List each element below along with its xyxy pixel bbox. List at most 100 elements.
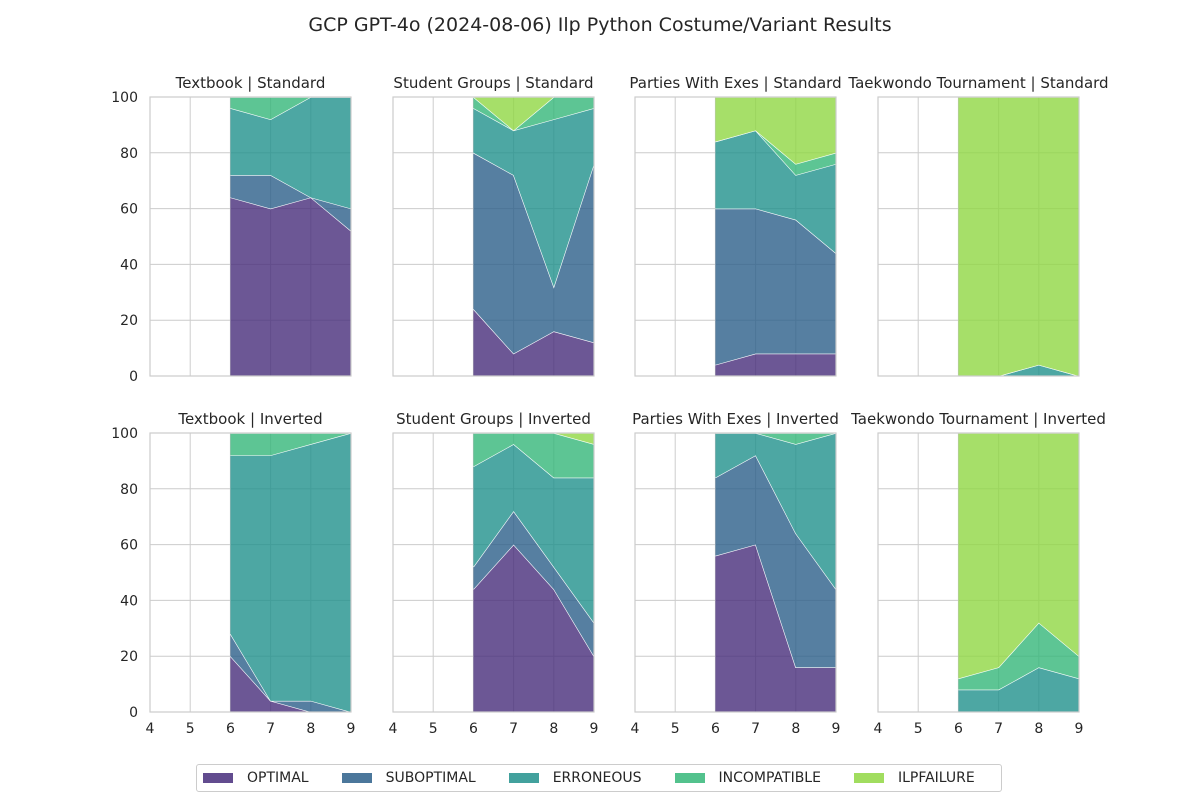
x-tick-label: 4 bbox=[874, 721, 883, 737]
y-tick-label: 20 bbox=[120, 649, 138, 665]
x-tick-label: 6 bbox=[954, 721, 963, 737]
legend-swatch-incompatible bbox=[674, 773, 705, 783]
y-tick-label: 80 bbox=[120, 146, 138, 162]
area-erroneous bbox=[473, 108, 594, 287]
panel-title: Taekwondo Tournament | Standard bbox=[847, 74, 1108, 92]
area-optimal bbox=[230, 656, 351, 712]
legend-swatch-suboptimal bbox=[341, 773, 372, 783]
panel-taekwondo-tournament-standard: Taekwondo Tournament | Standard bbox=[847, 74, 1109, 377]
x-tick-label: 5 bbox=[671, 721, 680, 737]
plot-frame bbox=[149, 432, 352, 713]
x-tick-label: 5 bbox=[186, 721, 195, 737]
x-tick-label: 8 bbox=[306, 721, 315, 737]
panel-title: Student Groups | Standard bbox=[393, 74, 593, 92]
panel-title: Parties With Exes | Standard bbox=[629, 74, 841, 92]
area-optimal bbox=[715, 544, 836, 712]
plot-frame bbox=[634, 432, 837, 713]
x-tick-label: 9 bbox=[1075, 721, 1084, 737]
area-incompatible bbox=[958, 622, 1079, 690]
x-tick-label: 9 bbox=[347, 721, 356, 737]
plot-frame bbox=[392, 96, 595, 377]
x-tick-label: 4 bbox=[389, 721, 398, 737]
x-tick-label: 7 bbox=[509, 721, 518, 737]
area-erroneous bbox=[715, 433, 836, 590]
plot-frame bbox=[877, 96, 1080, 377]
legend-label-ilpfailure: ILPFAILURE bbox=[897, 770, 975, 786]
plot-frame bbox=[149, 96, 352, 377]
panel-student-groups-inverted: Student Groups | Inverted 4 5 6 7 8 9 bbox=[389, 410, 599, 737]
area-ilpfailure bbox=[958, 433, 1079, 679]
panel-textbook-standard: Textbook | Standard 0 20 40 60 80 100 bbox=[111, 74, 352, 385]
x-tick-label: 5 bbox=[429, 721, 438, 737]
legend-item-ilpfailure: ILPFAILURE bbox=[853, 770, 975, 786]
panel-parties-with-exes-standard: Parties With Exes | Standard bbox=[629, 74, 842, 377]
x-tick-label: 4 bbox=[631, 721, 640, 737]
area-suboptimal bbox=[473, 511, 594, 657]
area-erroneous bbox=[958, 667, 1079, 712]
x-tick-label: 7 bbox=[751, 721, 760, 737]
figure-title: GCP GPT-4o (2024-08-06) Ilp Python Costu… bbox=[308, 14, 891, 36]
legend-label-optimal: OPTIMAL bbox=[247, 770, 309, 786]
x-tick-label: 8 bbox=[549, 721, 558, 737]
area-ilpfailure bbox=[473, 433, 594, 445]
area-incompatible bbox=[715, 433, 836, 445]
plot-frame bbox=[392, 432, 595, 713]
panel-student-groups-standard: Student Groups | Standard bbox=[392, 74, 595, 377]
y-tick-label: 40 bbox=[120, 593, 138, 609]
legend-label-incompatible: INCOMPATIBLE bbox=[718, 770, 821, 786]
y-tick-label: 40 bbox=[120, 257, 138, 273]
x-tick-label: 7 bbox=[266, 721, 275, 737]
legend-swatch-erroneous bbox=[508, 773, 539, 783]
y-tick-label: 20 bbox=[120, 313, 138, 329]
area-suboptimal bbox=[473, 152, 594, 354]
panel-title: Textbook | Inverted bbox=[177, 410, 322, 428]
panel-taekwondo-tournament-inverted: Taekwondo Tournament | Inverted 4 5 6 7 8 9 bbox=[850, 410, 1106, 737]
area-suboptimal bbox=[715, 455, 836, 668]
area-optimal bbox=[715, 353, 836, 376]
area-optimal bbox=[230, 197, 351, 376]
legend-item-erroneous: ERRONEOUS bbox=[508, 770, 642, 786]
y-tick-label: 100 bbox=[111, 90, 138, 106]
legend-label-erroneous: ERRONEOUS bbox=[552, 770, 642, 786]
plot-frame bbox=[877, 432, 1080, 713]
area-ilpfailure bbox=[473, 97, 594, 131]
area-suboptimal bbox=[715, 208, 836, 365]
y-tick-label: 0 bbox=[129, 369, 138, 385]
legend-swatch-ilpfailure bbox=[853, 773, 884, 783]
x-tick-label: 8 bbox=[791, 721, 800, 737]
panel-title: Textbook | Standard bbox=[175, 74, 326, 92]
area-erroneous bbox=[473, 444, 594, 623]
panel-parties-with-exes-inverted: Parties With Exes | Inverted 4 5 6 7 8 9 bbox=[631, 410, 841, 737]
panel-title: Taekwondo Tournament | Inverted bbox=[850, 410, 1106, 428]
y-tick-label: 60 bbox=[120, 202, 138, 218]
area-ilpfailure bbox=[715, 97, 836, 164]
legend: OPTIMAL SUBOPTIMAL ERRONEOUS INCOMPATIBL… bbox=[196, 764, 1002, 792]
plot-frame bbox=[634, 96, 837, 377]
x-tick-label: 8 bbox=[1034, 721, 1043, 737]
y-tick-label: 80 bbox=[120, 482, 138, 498]
x-tick-label: 9 bbox=[590, 721, 599, 737]
area-incompatible bbox=[230, 433, 351, 456]
x-tick-label: 6 bbox=[226, 721, 235, 737]
x-tick-label: 7 bbox=[994, 721, 1003, 737]
area-incompatible bbox=[715, 130, 836, 176]
legend-label-suboptimal: SUBOPTIMAL bbox=[385, 770, 476, 786]
panel-textbook-inverted: Textbook | Inverted 0 20 40 60 80 100 4 5 6 7 8 9 bbox=[111, 410, 355, 737]
legend-swatch-optimal bbox=[203, 773, 233, 783]
panel-title: Student Groups | Inverted bbox=[396, 410, 591, 428]
y-tick-label: 60 bbox=[120, 538, 138, 554]
area-ilpfailure bbox=[958, 97, 1079, 376]
legend-item-optimal: OPTIMAL bbox=[203, 770, 309, 786]
x-tick-label: 9 bbox=[832, 721, 841, 737]
x-tick-label: 6 bbox=[469, 721, 478, 737]
area-incompatible bbox=[473, 433, 594, 478]
panel-title: Parties With Exes | Inverted bbox=[632, 410, 839, 428]
y-tick-label: 0 bbox=[129, 705, 138, 721]
area-erroneous bbox=[230, 433, 351, 712]
area-incompatible bbox=[230, 97, 351, 120]
x-tick-label: 5 bbox=[914, 721, 923, 737]
area-erroneous bbox=[715, 130, 836, 254]
area-erroneous bbox=[230, 97, 351, 209]
